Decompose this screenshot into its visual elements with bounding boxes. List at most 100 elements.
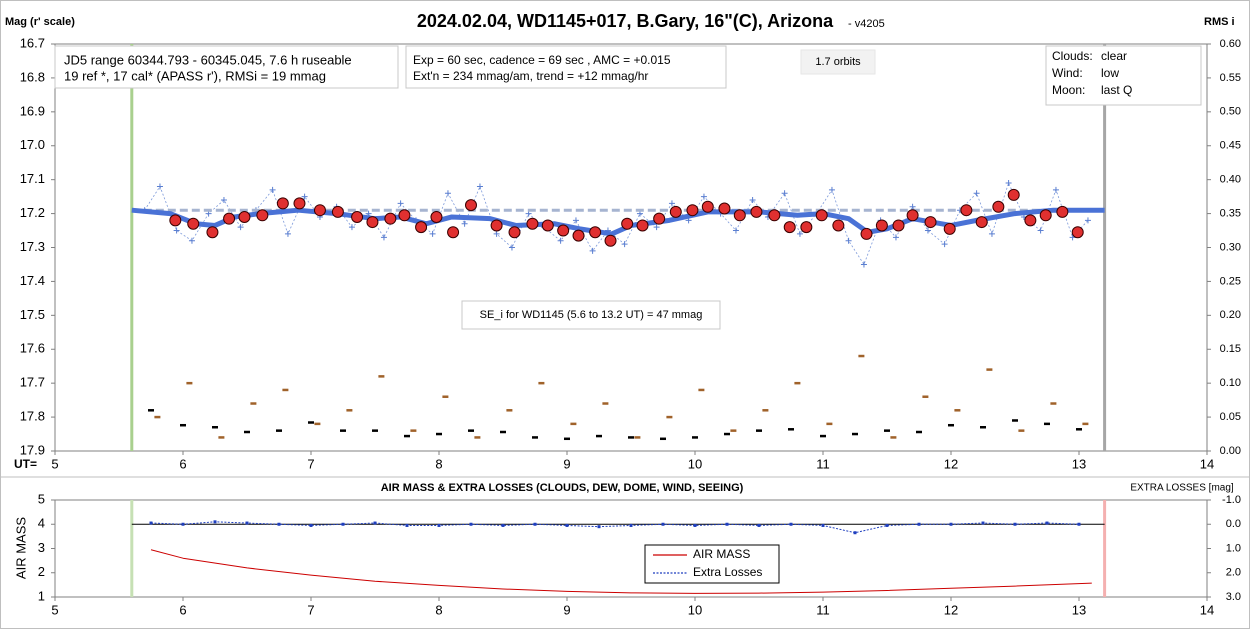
point <box>960 204 973 217</box>
y2-tick-label: 0.60 <box>1220 38 1241 50</box>
y-tick-label: 17.9 <box>20 442 45 457</box>
x-axis-label: UT= <box>14 457 37 471</box>
y-tick-label: 16.8 <box>20 69 45 84</box>
point <box>733 209 746 222</box>
x-tick-label: 6 <box>179 602 186 617</box>
point <box>975 216 988 229</box>
point <box>526 217 539 230</box>
point <box>437 523 441 527</box>
plus-marker <box>301 193 308 200</box>
plus-marker <box>828 186 835 193</box>
plot-area <box>54 43 1208 452</box>
plus-marker <box>173 227 180 234</box>
point <box>351 210 364 223</box>
plus-marker <box>653 224 660 231</box>
point <box>238 210 251 223</box>
x-tick-label: 8 <box>435 602 442 617</box>
point <box>341 522 345 526</box>
x-tick-label: 10 <box>688 456 702 471</box>
point <box>992 200 1005 213</box>
point <box>718 202 731 215</box>
x-tick-label: 14 <box>1200 602 1214 617</box>
point <box>430 210 443 223</box>
point <box>1007 188 1020 201</box>
plus-marker <box>572 217 579 224</box>
point <box>669 205 682 218</box>
y2-tick-label: 0.15 <box>1220 343 1241 355</box>
point <box>277 522 281 526</box>
point <box>276 197 289 210</box>
y2-tick-label: 0.30 <box>1220 241 1241 253</box>
y-tick-label: 17.1 <box>20 171 45 186</box>
plus-marker <box>924 227 931 234</box>
plus-marker <box>269 186 276 193</box>
point <box>1013 522 1017 526</box>
point <box>701 200 714 213</box>
y2-tick-label: 0.25 <box>1220 275 1241 287</box>
y-tick-label: 17.2 <box>20 205 45 220</box>
y-tick-label: 17.5 <box>20 307 45 322</box>
point <box>309 523 313 527</box>
y-tick-label: 16.9 <box>20 103 45 118</box>
point <box>1045 521 1049 525</box>
point <box>1056 205 1069 218</box>
point <box>821 523 825 527</box>
x-tick-label: 10 <box>688 602 702 617</box>
y-tick-label: 17.6 <box>20 341 45 356</box>
point <box>490 219 503 232</box>
point <box>924 216 937 229</box>
point <box>1071 226 1084 239</box>
point <box>1039 209 1052 222</box>
point <box>943 222 956 235</box>
point <box>815 209 828 222</box>
plus-marker <box>621 241 628 248</box>
point <box>604 234 617 247</box>
legend-label: AIR MASS <box>693 547 750 561</box>
chart-subtitle: - v4205 <box>848 18 885 30</box>
plus-marker <box>860 261 867 268</box>
plus-marker <box>1037 227 1044 234</box>
plus-marker <box>1005 180 1012 187</box>
connector <box>150 521 1080 534</box>
y2-tick-label: 0.50 <box>1220 106 1241 118</box>
y-tick-label: 5 <box>38 491 45 506</box>
point <box>981 521 985 525</box>
point <box>405 523 409 527</box>
point <box>313 204 326 217</box>
y-tick-label: 1 <box>38 588 45 603</box>
plus-marker <box>461 220 468 227</box>
point <box>541 219 554 232</box>
plus-marker <box>589 247 596 254</box>
y2-axis-label: EXTRA LOSSES [mag] <box>1130 483 1234 494</box>
plus-marker <box>892 234 899 241</box>
point <box>800 221 813 234</box>
point <box>693 523 697 527</box>
point <box>917 522 921 526</box>
point <box>597 525 601 529</box>
x-tick-label: 9 <box>563 602 570 617</box>
y-tick-label: 17.4 <box>20 273 45 288</box>
point <box>589 226 602 239</box>
x-tick-label: 9 <box>563 456 570 471</box>
y-axis-label: Mag (r' scale) <box>5 16 75 28</box>
x-tick-label: 7 <box>307 602 314 617</box>
point <box>508 226 521 239</box>
point <box>853 531 857 535</box>
plus-marker <box>557 237 564 244</box>
point <box>757 523 761 527</box>
plot-area <box>54 499 1208 598</box>
point <box>187 217 200 230</box>
point <box>885 523 889 527</box>
point <box>686 204 699 217</box>
point <box>384 212 397 225</box>
plus-marker <box>941 241 948 248</box>
plus-marker <box>220 197 227 204</box>
point <box>256 209 269 222</box>
y2-tick-label: 0.0 <box>1226 518 1241 530</box>
plus-marker <box>732 227 739 234</box>
x-tick-label: 11 <box>816 602 830 617</box>
y-tick-label: 16.7 <box>20 35 45 50</box>
plus-marker <box>796 230 803 237</box>
point <box>169 214 182 227</box>
